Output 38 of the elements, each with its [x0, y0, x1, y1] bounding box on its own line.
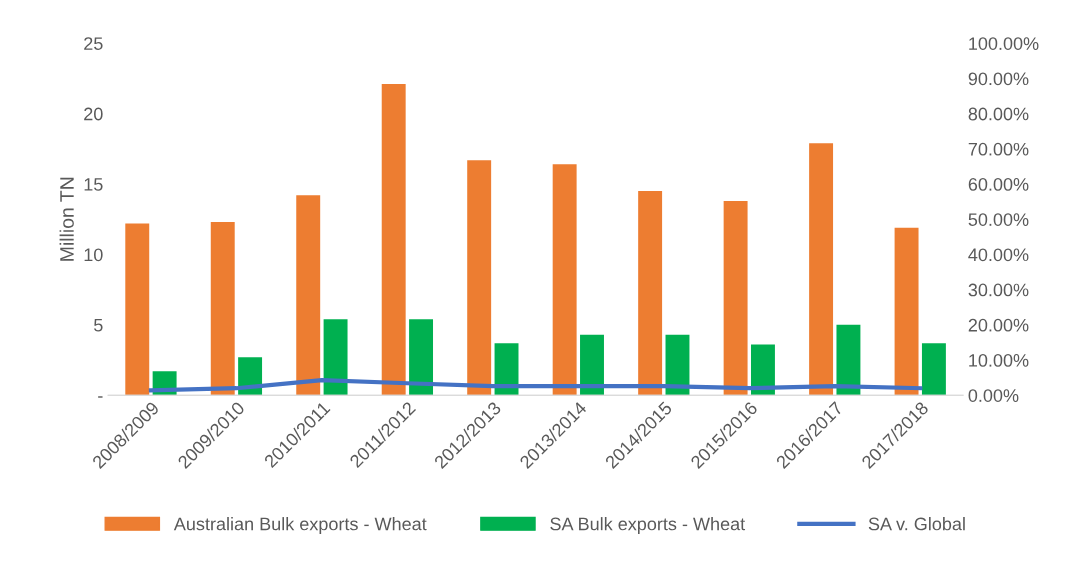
y-tick-label: 20 [84, 107, 103, 121]
bar [921, 343, 946, 396]
y-axis-title: Million TN [59, 177, 74, 261]
y-tick-label: 5 [94, 318, 103, 332]
bar [467, 160, 492, 396]
bar [809, 143, 834, 396]
y-tick-label: 10 [84, 248, 103, 262]
y2-tick-label: 100.00% [969, 37, 1039, 50]
bar [552, 164, 577, 396]
y2-tick-label: 30.00% [968, 283, 1029, 297]
y2-tick-label: 40.00% [968, 248, 1029, 262]
y2-tick-label: 90.00% [968, 72, 1029, 86]
y-tick-label: 25 [84, 37, 103, 50]
bar [125, 223, 150, 396]
y2-tick-label: 60.00% [968, 178, 1029, 191]
bar [296, 195, 321, 396]
bar [210, 222, 235, 396]
y2-tick-label: 10.00% [969, 353, 1029, 367]
bar [894, 227, 919, 396]
bar [723, 200, 748, 396]
y2-tick-label: 20.00% [968, 318, 1029, 332]
y2-tick-label: 0.00% [968, 389, 1019, 402]
y-tick-label: - [98, 396, 103, 398]
bar [580, 334, 604, 396]
bar [323, 319, 348, 396]
bar [381, 84, 406, 396]
y2-tick-label: 70.00% [968, 142, 1029, 156]
bar [409, 319, 434, 396]
bar [638, 191, 663, 396]
y2-tick-label: 50.00% [968, 213, 1029, 226]
bar [750, 344, 775, 396]
line-series [148, 378, 923, 393]
legend-label: SA v. Global [868, 517, 965, 531]
y-tick-label: 15 [84, 178, 103, 191]
legend-label: SA Bulk exports - Wheat [550, 517, 746, 534]
bar [836, 324, 861, 396]
y2-tick-label: 80.00% [968, 107, 1029, 121]
legend-label: Australian Bulk exports - Wheat [173, 517, 427, 534]
